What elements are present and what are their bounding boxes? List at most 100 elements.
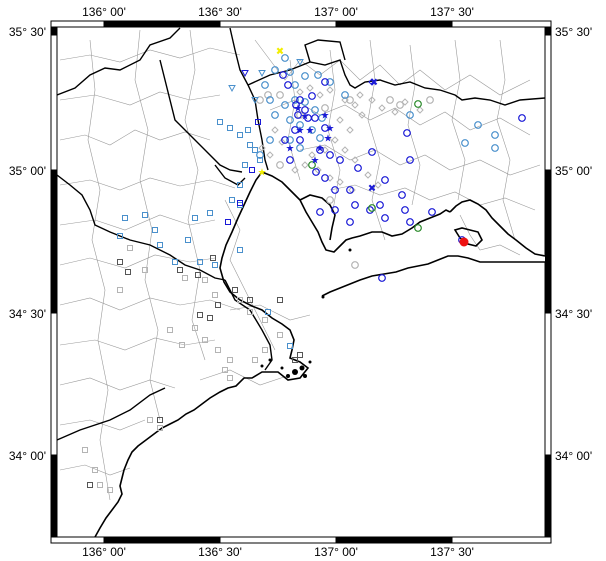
station-star: ★ xyxy=(294,104,303,115)
station-circle xyxy=(351,261,359,269)
station-star: ★ xyxy=(321,111,330,122)
station-square xyxy=(277,332,283,338)
station-circle xyxy=(381,176,389,184)
station-circle xyxy=(368,148,376,156)
station-square xyxy=(157,425,163,431)
station-star: ★ xyxy=(311,156,320,167)
station-square xyxy=(197,259,203,265)
station-circle xyxy=(276,91,284,99)
station-square xyxy=(237,247,243,253)
station-circle xyxy=(351,201,359,209)
station-circle xyxy=(336,156,344,164)
station-circle xyxy=(381,214,389,222)
station-markers: ★★★★★★★★★★✖✖✖★ xyxy=(82,47,526,493)
station-circle xyxy=(256,151,264,159)
bottom-label-137-30: 137° 30' xyxy=(430,545,474,559)
station-circle xyxy=(376,201,384,209)
station-circle xyxy=(316,134,324,142)
station-square xyxy=(192,325,198,331)
station-square xyxy=(217,119,223,125)
station-circle xyxy=(406,218,414,226)
station-green-circle xyxy=(368,204,376,212)
station-circle xyxy=(286,156,294,164)
station-square xyxy=(167,327,173,333)
station-square xyxy=(249,167,255,173)
station-diamond xyxy=(266,151,274,159)
station-triangle-down xyxy=(296,59,304,67)
top-label-137-30: 137° 30' xyxy=(430,5,474,19)
station-square xyxy=(262,317,268,323)
station-diamond xyxy=(306,84,314,92)
station-square xyxy=(215,302,221,308)
station-diamond xyxy=(351,156,359,164)
station-square xyxy=(157,417,163,423)
station-circle xyxy=(279,71,287,79)
station-square xyxy=(227,125,233,131)
station-circle xyxy=(296,121,304,129)
station-circle xyxy=(474,121,482,129)
station-square xyxy=(227,375,233,381)
station-triangle-down xyxy=(258,70,266,78)
top-label-136-30: 136° 30' xyxy=(198,5,242,19)
left-label-34-00: 34° 00' xyxy=(9,449,46,463)
station-circle xyxy=(321,174,329,182)
station-circle xyxy=(261,81,269,89)
station-square xyxy=(125,269,131,275)
station-square xyxy=(229,197,235,203)
right-axis-labels: 35° 30' 35° 00' 34° 30' 34° 00' xyxy=(555,25,592,463)
station-circle xyxy=(331,206,339,214)
station-diamond xyxy=(308,151,316,159)
station-circle xyxy=(296,136,304,144)
station-square xyxy=(117,233,123,239)
right-label-34-30: 34° 30' xyxy=(555,307,592,321)
station-square xyxy=(242,162,248,168)
station-square xyxy=(215,347,221,353)
station-circle xyxy=(366,206,374,214)
station-diamond xyxy=(368,78,376,86)
station-triangle-down xyxy=(251,97,259,105)
station-circle xyxy=(428,208,436,216)
station-star: ★ xyxy=(326,124,335,135)
station-diamond xyxy=(368,96,376,104)
left-label-35-00: 35° 00' xyxy=(9,164,46,178)
station-circle xyxy=(396,101,404,109)
station-star: ★ xyxy=(324,134,333,145)
station-square xyxy=(185,237,191,243)
station-star: ★ xyxy=(301,112,310,123)
station-square xyxy=(117,259,123,265)
station-square xyxy=(117,287,123,293)
station-circle xyxy=(426,96,434,104)
station-circle xyxy=(308,126,316,134)
station-square xyxy=(97,482,103,488)
epicenter-marker xyxy=(459,237,469,247)
station-circle xyxy=(331,186,339,194)
station-circle xyxy=(284,81,292,89)
station-square xyxy=(287,343,293,349)
islands xyxy=(260,248,352,378)
station-square xyxy=(122,215,128,221)
station-circle xyxy=(311,106,319,114)
station-square xyxy=(142,212,148,218)
station-diamond xyxy=(331,136,339,144)
station-diamond xyxy=(416,106,424,114)
station-square xyxy=(207,210,213,216)
station-circle xyxy=(321,104,329,112)
left-label-34-30: 34° 30' xyxy=(9,307,46,321)
station-circle xyxy=(271,66,279,74)
station-square xyxy=(252,357,258,363)
station-circle xyxy=(518,114,526,122)
station-star: ★ xyxy=(286,144,295,155)
station-square xyxy=(297,352,303,358)
station-diamond xyxy=(374,181,382,189)
station-square xyxy=(179,342,185,348)
station-square xyxy=(152,227,158,233)
station-circle xyxy=(406,111,414,119)
station-circle xyxy=(291,96,299,104)
bottom-label-136-30: 136° 30' xyxy=(198,545,242,559)
station-circle xyxy=(346,96,354,104)
bottom-axis-labels: 136° 00' 136° 30' 137° 00' 137° 30' xyxy=(82,545,474,559)
station-circle xyxy=(266,136,274,144)
bottom-label-136-00: 136° 00' xyxy=(82,545,126,559)
station-x-mark: ✖ xyxy=(368,184,376,195)
